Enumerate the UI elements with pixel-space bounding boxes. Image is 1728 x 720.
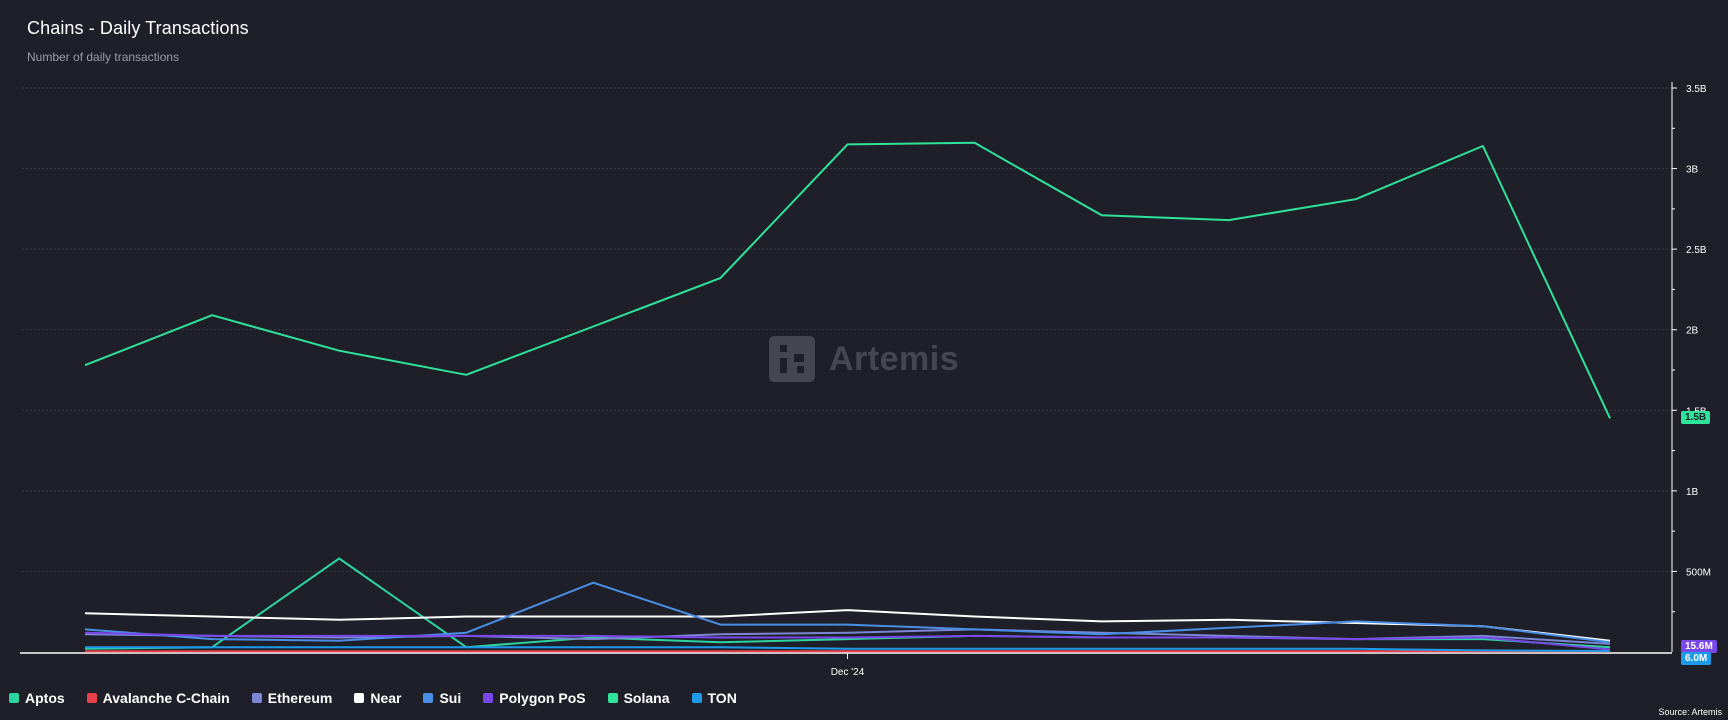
y-tick-label: 3.5B bbox=[1686, 84, 1707, 95]
value-badge-polygon: 15.6M bbox=[1681, 640, 1717, 653]
series-line-polygon-pos bbox=[84, 631, 1611, 651]
legend-label: Aptos bbox=[25, 690, 65, 706]
legend-item[interactable]: Near bbox=[354, 690, 401, 706]
legend-label: Avalanche C-Chain bbox=[102, 690, 230, 706]
chart-subtitle: Number of daily transactions bbox=[27, 50, 180, 64]
y-tick-label: 2.5B bbox=[1686, 245, 1707, 256]
legend-swatch bbox=[691, 693, 702, 703]
legend-swatch bbox=[607, 693, 618, 703]
legend-label: TON bbox=[707, 690, 737, 706]
y-tick-label: 1B bbox=[1686, 487, 1699, 498]
legend-swatch bbox=[86, 693, 97, 703]
legend-swatch bbox=[483, 693, 494, 703]
legend-label: Sui bbox=[439, 690, 462, 706]
value-badge-solana: 1.5B bbox=[1681, 411, 1711, 425]
chart-title: Chains - Daily Transactions bbox=[27, 18, 249, 38]
legend-item[interactable]: Aptos bbox=[9, 690, 65, 706]
artemis-logo-icon bbox=[769, 336, 815, 382]
legend-swatch bbox=[354, 693, 365, 703]
watermark: Artemis bbox=[769, 336, 959, 382]
y-tick-label: 2B bbox=[1686, 326, 1699, 337]
legend-item[interactable]: Polygon PoS bbox=[483, 690, 586, 706]
line-chart: 500M 1B 1.5B 2B 2.5B 3B 3.5B Dec '24 bbox=[20, 82, 1711, 678]
legend-item[interactable]: Sui bbox=[423, 690, 461, 706]
legend-label: Near bbox=[370, 690, 402, 706]
series-line-near bbox=[84, 609, 1611, 642]
legend-item[interactable]: Solana bbox=[607, 690, 670, 706]
legend-label: Polygon PoS bbox=[499, 690, 586, 706]
series-line-solana bbox=[84, 141, 1611, 419]
legend-item[interactable]: Avalanche C-Chain bbox=[86, 690, 230, 706]
legend-swatch bbox=[423, 693, 434, 703]
legend-swatch bbox=[9, 693, 19, 703]
y-tick-label: 500M bbox=[1686, 567, 1711, 578]
legend-item[interactable]: Ethereum bbox=[251, 690, 333, 706]
series-line-sui bbox=[84, 581, 1611, 644]
y-tick-label: 3B bbox=[1686, 165, 1699, 176]
value-badge-ton: 6.0M bbox=[1681, 652, 1712, 665]
legend-label: Ethereum bbox=[267, 690, 333, 706]
source-note: Source: Artemis bbox=[1658, 707, 1722, 717]
chart-legend: Aptos Avalanche C-Chain Ethereum Near Sui Pol… bbox=[9, 690, 737, 706]
legend-item[interactable]: TON bbox=[691, 690, 737, 706]
legend-swatch bbox=[251, 693, 262, 703]
x-tick-label: Dec '24 bbox=[831, 667, 865, 678]
watermark-text: Artemis bbox=[829, 339, 960, 378]
legend-label: Solana bbox=[623, 690, 670, 706]
series-line-ton bbox=[85, 646, 1611, 652]
